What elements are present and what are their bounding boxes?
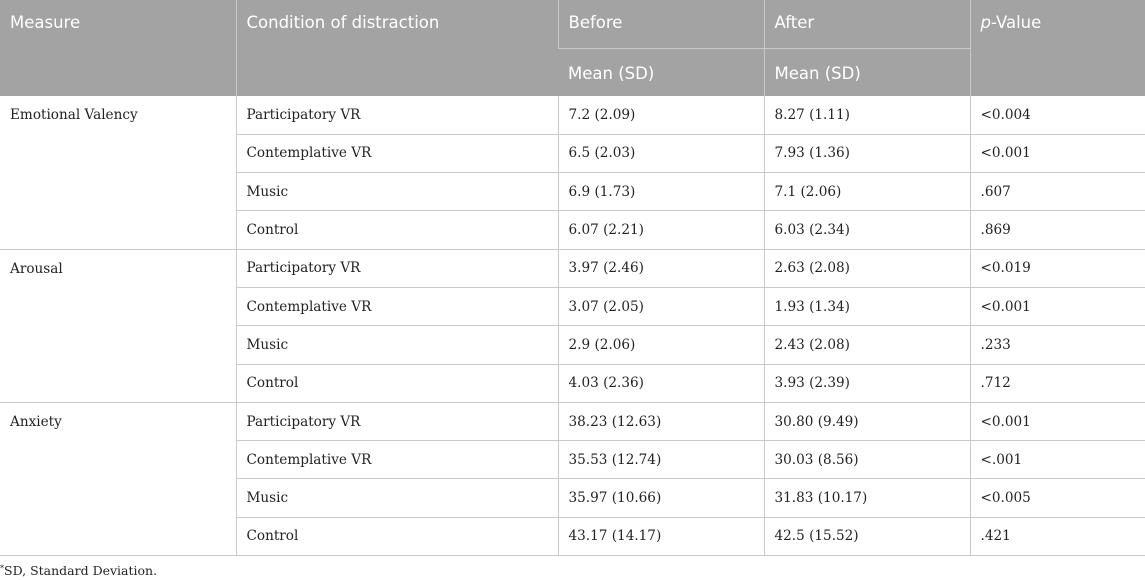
cell-p-value: <0.019 xyxy=(969,249,1145,288)
cell-after: 7.93 (1.36) xyxy=(763,134,971,174)
cell-p-value: .607 xyxy=(969,172,1145,212)
cell-condition: Participatory VR xyxy=(235,249,559,288)
header-condition: Condition of distraction xyxy=(235,0,558,96)
cell-p-value: <.001 xyxy=(969,440,1145,480)
table-row: Contemplative VR 3.07 (2.05) 1.93 (1.34) <0… xyxy=(0,287,1145,327)
cell-before: 6.07 (2.21) xyxy=(557,210,765,250)
table-row: Contemplative VR 6.5 (2.03) 7.93 (1.36) <0.… xyxy=(0,134,1145,174)
cell-condition: Contemplative VR xyxy=(235,287,559,327)
footnote-marker: * xyxy=(0,564,4,573)
cell-p-value: <0.001 xyxy=(969,402,1145,442)
cell-p-value: .421 xyxy=(969,517,1145,557)
header-after: After xyxy=(763,0,970,48)
table-row: Contemplative VR 35.53 (12.74) 30.03 (8.56… xyxy=(0,440,1145,480)
cell-p-value: <0.005 xyxy=(969,478,1145,518)
table-row: Arousal Participatory VR 3.97 (2.46) 2.63 (… xyxy=(0,249,1145,403)
cell-after: 31.83 (10.17) xyxy=(763,478,971,518)
cell-after: 1.93 (1.34) xyxy=(763,287,971,327)
cell-after: 3.93 (2.39) xyxy=(763,364,971,403)
footnote-text: SD, Standard Deviation. xyxy=(4,563,158,578)
cell-after: 6.03 (2.34) xyxy=(763,210,971,250)
cell-before: 3.07 (2.05) xyxy=(557,287,765,327)
cell-after: 30.80 (9.49) xyxy=(763,402,971,442)
table-row: Control 4.03 (2.36) 3.93 (2.39) .712 xyxy=(0,364,1145,403)
results-table: Measure Condition of distraction Before … xyxy=(0,0,1145,557)
header-after-sub: Mean (SD) xyxy=(763,47,970,96)
cell-p-value: <0.001 xyxy=(969,287,1145,327)
cell-before: 43.17 (14.17) xyxy=(557,517,765,557)
cell-condition: Control xyxy=(235,210,559,250)
table-row: Emotional Valency Participatory VR 7.2 (2.… xyxy=(0,96,1145,250)
cell-before: 6.9 (1.73) xyxy=(557,172,765,212)
cell-p-value: <0.004 xyxy=(969,96,1145,135)
cell-condition: Music xyxy=(235,172,559,212)
table-row: Music 6.9 (1.73) 7.1 (2.06) .607 xyxy=(0,172,1145,212)
header-measure: Measure xyxy=(0,0,236,96)
cell-condition: Music xyxy=(235,325,559,365)
table-row: Control 6.07 (2.21) 6.03 (2.34) .869 xyxy=(0,210,1145,250)
table-row: Anxiety Participatory VR 38.23 (12.63) 30.8… xyxy=(0,402,1145,557)
cell-measure: Emotional Valency xyxy=(0,96,237,250)
cell-condition: Control xyxy=(235,364,559,403)
table-body: Emotional Valency Participatory VR 7.2 (2.… xyxy=(0,96,1145,557)
cell-before: 35.97 (10.66) xyxy=(557,478,765,518)
cell-p-value: .869 xyxy=(969,210,1145,250)
cell-p-value: .712 xyxy=(969,364,1145,403)
header-before: Before xyxy=(557,0,764,48)
header-p-value: p-Value xyxy=(969,0,1145,96)
cell-before: 2.9 (2.06) xyxy=(557,325,765,365)
table-row: Music 2.9 (2.06) 2.43 (2.08) .233 xyxy=(0,325,1145,365)
cell-condition: Participatory VR xyxy=(235,96,559,135)
table-row: Control 43.17 (14.17) 42.5 (15.52) .421 xyxy=(0,517,1145,557)
cell-measure: Arousal xyxy=(0,249,237,403)
cell-before: 4.03 (2.36) xyxy=(557,364,765,403)
header-p-rest: -Value xyxy=(990,13,1042,32)
table-footnote: *SD, Standard Deviation. xyxy=(0,563,157,578)
table-row: Music 35.97 (10.66) 31.83 (10.17) <0.005 xyxy=(0,478,1145,518)
cell-before: 3.97 (2.46) xyxy=(557,249,765,288)
cell-measure: Anxiety xyxy=(0,402,237,557)
cell-before: 35.53 (12.74) xyxy=(557,440,765,480)
cell-condition: Contemplative VR xyxy=(235,134,559,174)
cell-after: 30.03 (8.56) xyxy=(763,440,971,480)
cell-condition: Contemplative VR xyxy=(235,440,559,480)
cell-before: 6.5 (2.03) xyxy=(557,134,765,174)
cell-before: 7.2 (2.09) xyxy=(557,96,765,135)
header-before-sub: Mean (SD) xyxy=(558,47,764,96)
cell-after: 7.1 (2.06) xyxy=(763,172,971,212)
cell-condition: Control xyxy=(235,517,559,557)
cell-after: 2.63 (2.08) xyxy=(763,249,971,288)
cell-condition: Music xyxy=(235,478,559,518)
cell-after: 42.5 (15.52) xyxy=(763,517,971,557)
cell-after: 8.27 (1.11) xyxy=(763,96,971,135)
cell-after: 2.43 (2.08) xyxy=(763,325,971,365)
table-header: Measure Condition of distraction Before … xyxy=(0,0,1145,96)
cell-before: 38.23 (12.63) xyxy=(557,402,765,442)
cell-condition: Participatory VR xyxy=(235,402,559,442)
cell-p-value: <0.001 xyxy=(969,134,1145,174)
header-p-italic: p xyxy=(980,13,991,32)
cell-p-value: .233 xyxy=(969,325,1145,365)
